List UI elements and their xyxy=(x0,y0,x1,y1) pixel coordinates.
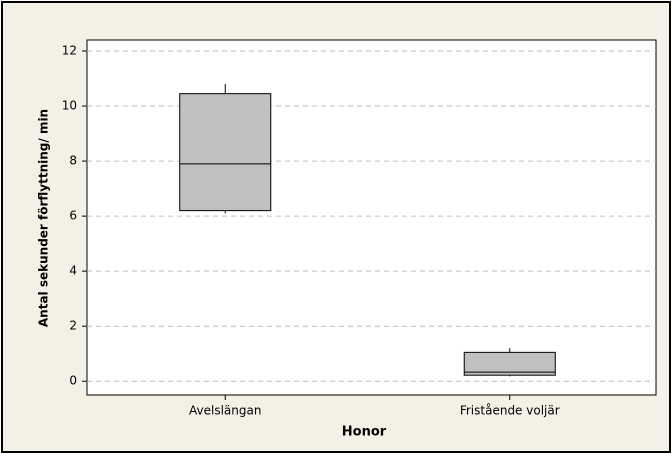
y-axis-label: Antal sekunder förflyttning/ min xyxy=(37,109,51,327)
plot-area xyxy=(86,39,657,396)
y-tick-label: 0 xyxy=(69,374,77,388)
x-axis-label: Honor xyxy=(342,425,387,440)
x-tick-label: Fristående voljär xyxy=(460,404,560,418)
y-tick-label: 12 xyxy=(62,44,77,58)
y-tick-label: 10 xyxy=(62,99,77,113)
box xyxy=(179,93,272,212)
y-tick-label: 2 xyxy=(69,319,77,333)
box xyxy=(463,351,556,376)
x-tick-label: Avelslängan xyxy=(189,404,261,418)
y-tick-label: 4 xyxy=(69,264,77,278)
y-tick-label: 8 xyxy=(69,154,77,168)
y-tick-label: 6 xyxy=(69,209,77,223)
